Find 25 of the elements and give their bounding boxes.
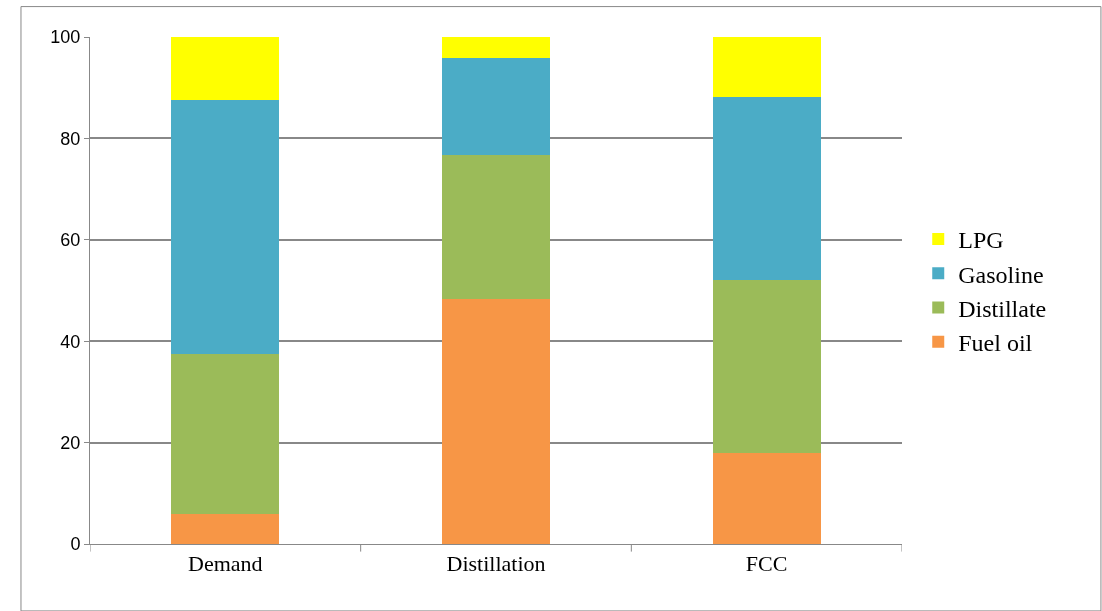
legend-label: Fuel oil — [958, 330, 1033, 357]
y-tick-label: 0 — [70, 534, 81, 555]
bar — [712, 280, 821, 453]
bar — [171, 100, 280, 354]
legend-label: Gasoline — [958, 261, 1044, 288]
y-tick-label: 80 — [60, 128, 81, 149]
legend-label: Distillate — [958, 295, 1047, 322]
y-tick-label: 60 — [60, 230, 81, 251]
legend-label: LPG — [958, 227, 1004, 254]
x-tick-label: Demand — [188, 551, 263, 577]
bar — [441, 37, 551, 58]
y-tick-label: 100 — [50, 27, 81, 48]
x-tick-label: Distillation — [446, 551, 546, 577]
bar — [712, 452, 821, 544]
x-tick-label: FCC — [745, 551, 788, 577]
bar — [171, 513, 280, 544]
bar — [712, 96, 821, 281]
bar — [712, 37, 821, 97]
bar — [441, 299, 551, 544]
bar — [171, 37, 280, 101]
y-tick-label: 40 — [60, 331, 81, 352]
bar — [171, 353, 280, 514]
y-tick-label: 20 — [60, 432, 81, 453]
bar — [441, 57, 551, 156]
bar — [441, 155, 551, 300]
